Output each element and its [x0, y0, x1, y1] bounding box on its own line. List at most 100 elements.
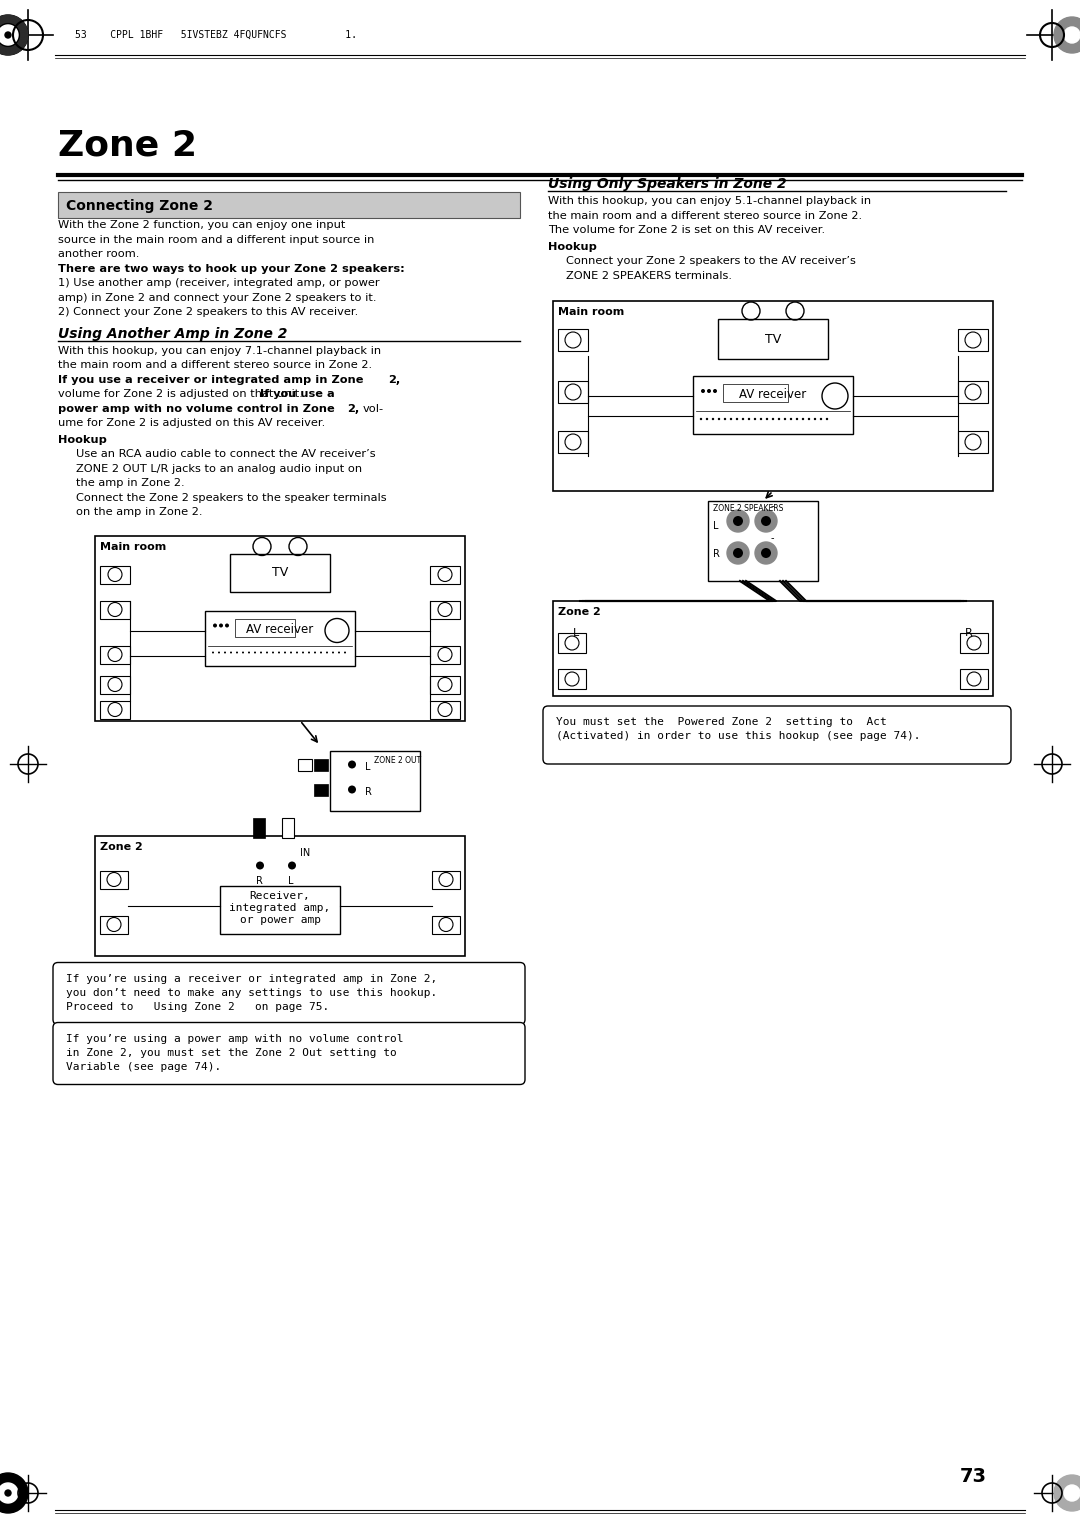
FancyBboxPatch shape — [100, 601, 130, 619]
Text: If you’re using a power amp with no volume control: If you’re using a power amp with no volu… — [66, 1033, 404, 1044]
Circle shape — [701, 390, 705, 393]
Text: Connect the Zone 2 speakers to the speaker terminals: Connect the Zone 2 speakers to the speak… — [76, 492, 387, 503]
Text: L: L — [713, 521, 718, 532]
Text: vol-: vol- — [363, 403, 384, 414]
Text: Connect your Zone 2 speakers to the AV receiver’s: Connect your Zone 2 speakers to the AV r… — [566, 257, 855, 266]
Text: Hookup: Hookup — [548, 241, 597, 252]
Text: Zone 2: Zone 2 — [558, 607, 600, 617]
Text: R: R — [256, 876, 262, 886]
FancyBboxPatch shape — [558, 329, 588, 351]
Text: the main room and a different stereo source in Zone 2.: the main room and a different stereo sou… — [58, 361, 373, 370]
Circle shape — [237, 651, 238, 654]
Text: R: R — [713, 549, 720, 559]
FancyBboxPatch shape — [100, 700, 130, 718]
Circle shape — [248, 651, 249, 654]
Circle shape — [754, 417, 756, 420]
Text: another room.: another room. — [58, 249, 139, 260]
FancyBboxPatch shape — [430, 700, 460, 718]
FancyBboxPatch shape — [708, 501, 818, 581]
Text: If you use a receiver or integrated amp in Zone: If you use a receiver or integrated amp … — [58, 374, 364, 385]
FancyBboxPatch shape — [958, 329, 988, 351]
Text: TV: TV — [272, 565, 288, 579]
Circle shape — [5, 1490, 11, 1496]
Text: You must set the  Powered Zone 2  setting to  Act: You must set the Powered Zone 2 setting … — [556, 717, 887, 727]
FancyBboxPatch shape — [100, 871, 129, 888]
Circle shape — [219, 623, 222, 628]
Text: integrated amp,: integrated amp, — [229, 903, 330, 912]
Circle shape — [760, 417, 762, 420]
Circle shape — [342, 779, 362, 799]
FancyBboxPatch shape — [543, 706, 1011, 764]
Text: 73: 73 — [960, 1467, 987, 1487]
Text: With the Zone 2 function, you can enjoy one input: With the Zone 2 function, you can enjoy … — [58, 220, 346, 231]
Circle shape — [5, 32, 11, 38]
Circle shape — [302, 651, 303, 654]
Circle shape — [755, 542, 777, 564]
Circle shape — [707, 390, 711, 393]
Circle shape — [212, 651, 214, 654]
Circle shape — [766, 417, 768, 420]
Circle shape — [826, 417, 828, 420]
FancyBboxPatch shape — [298, 758, 312, 770]
Circle shape — [1054, 1475, 1080, 1511]
FancyBboxPatch shape — [253, 817, 265, 837]
Text: Use an RCA audio cable to connect the AV receiver’s: Use an RCA audio cable to connect the AV… — [76, 449, 376, 458]
Text: Main room: Main room — [100, 541, 166, 552]
Text: power amp with no volume control in Zone: power amp with no volume control in Zone — [58, 403, 335, 414]
FancyBboxPatch shape — [718, 319, 828, 359]
Text: AV receiver: AV receiver — [740, 388, 807, 400]
Text: source in the main room and a different input source in: source in the main room and a different … — [58, 234, 375, 244]
FancyBboxPatch shape — [558, 431, 588, 452]
FancyBboxPatch shape — [282, 817, 294, 837]
Text: IN: IN — [300, 848, 310, 857]
Circle shape — [314, 651, 316, 654]
Circle shape — [332, 651, 334, 654]
FancyBboxPatch shape — [960, 633, 988, 652]
Circle shape — [727, 542, 750, 564]
Circle shape — [724, 417, 726, 420]
Circle shape — [284, 651, 286, 654]
Text: R: R — [365, 787, 372, 796]
Circle shape — [0, 1484, 18, 1504]
Circle shape — [814, 417, 816, 420]
Text: ZONE 2 SPEAKERS terminals.: ZONE 2 SPEAKERS terminals. — [566, 270, 732, 281]
Text: Proceed to   Using Zone 2   on page 75.: Proceed to Using Zone 2 on page 75. — [66, 1001, 329, 1012]
Text: With this hookup, you can enjoy 7.1-channel playback in: With this hookup, you can enjoy 7.1-chan… — [58, 345, 381, 356]
Circle shape — [291, 651, 292, 654]
Circle shape — [0, 1473, 28, 1513]
Circle shape — [735, 417, 739, 420]
FancyBboxPatch shape — [558, 633, 586, 652]
FancyBboxPatch shape — [958, 431, 988, 452]
FancyBboxPatch shape — [693, 376, 853, 434]
Text: 2,: 2, — [388, 374, 401, 385]
FancyBboxPatch shape — [553, 601, 993, 695]
Text: (Activated) in order to use this hookup (see page 74).: (Activated) in order to use this hookup … — [556, 730, 920, 741]
Circle shape — [778, 417, 780, 420]
Text: Zone 2: Zone 2 — [100, 842, 143, 851]
FancyBboxPatch shape — [430, 601, 460, 619]
Circle shape — [747, 417, 751, 420]
Text: Main room: Main room — [558, 307, 624, 316]
Circle shape — [700, 417, 702, 420]
Circle shape — [288, 862, 296, 869]
Text: 53    CPPL 1BHF   5IVSTEBZ 4FQUFNCFS          1.: 53 CPPL 1BHF 5IVSTEBZ 4FQUFNCFS 1. — [75, 31, 357, 40]
Text: ume for Zone 2 is adjusted on this AV receiver.: ume for Zone 2 is adjusted on this AV re… — [58, 419, 325, 428]
Circle shape — [801, 417, 805, 420]
Circle shape — [727, 510, 750, 532]
Circle shape — [320, 651, 322, 654]
FancyBboxPatch shape — [220, 886, 340, 934]
FancyBboxPatch shape — [553, 301, 993, 490]
Text: Connecting Zone 2: Connecting Zone 2 — [66, 199, 213, 212]
Text: If you’re using a receiver or integrated amp in Zone 2,: If you’re using a receiver or integrated… — [66, 973, 437, 984]
Circle shape — [345, 651, 346, 654]
Circle shape — [718, 417, 720, 420]
Circle shape — [1064, 1485, 1080, 1500]
Text: on the amp in Zone 2.: on the amp in Zone 2. — [76, 507, 203, 516]
Circle shape — [296, 651, 298, 654]
Circle shape — [338, 651, 340, 654]
FancyBboxPatch shape — [95, 535, 465, 721]
Circle shape — [1064, 28, 1080, 43]
FancyBboxPatch shape — [558, 669, 586, 689]
Circle shape — [742, 417, 744, 420]
Text: There are two ways to hook up your Zone 2 speakers:: There are two ways to hook up your Zone … — [58, 263, 405, 274]
